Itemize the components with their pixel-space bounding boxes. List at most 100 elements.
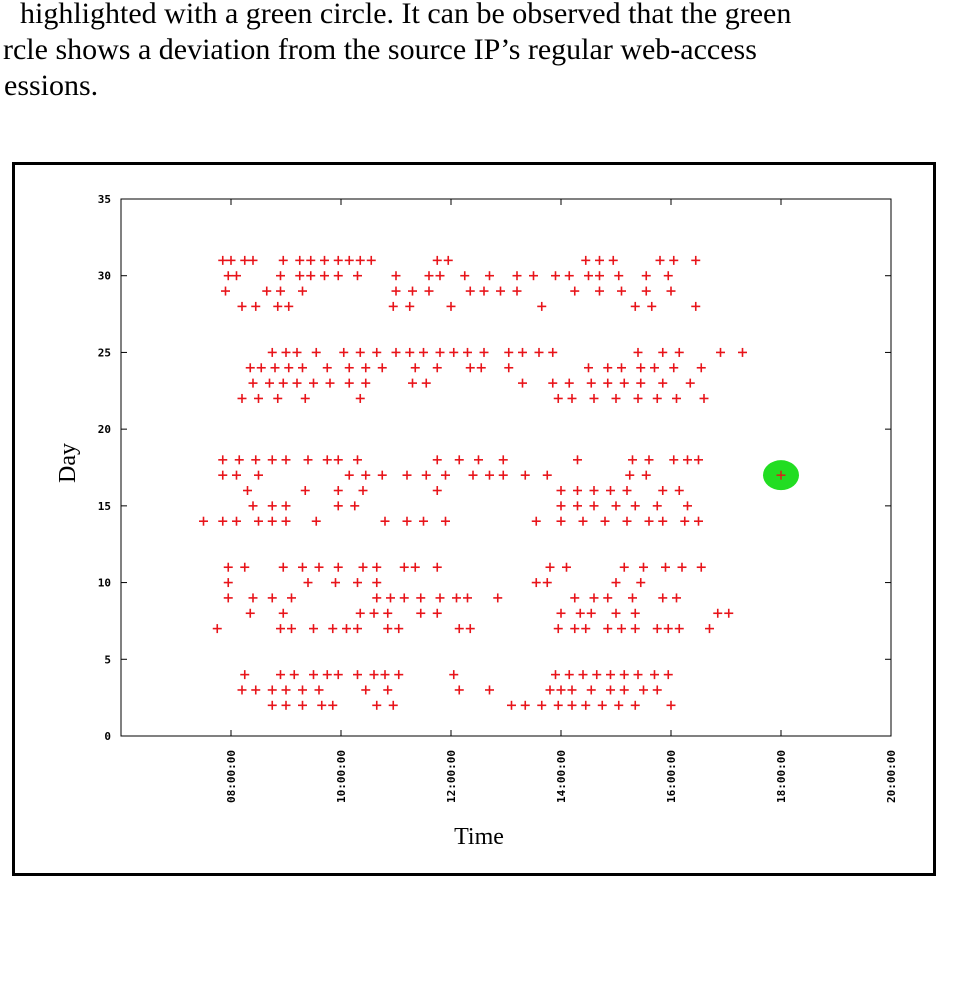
data-point <box>564 271 574 281</box>
x-tick-label: 20:00:00 <box>885 750 898 803</box>
data-point <box>537 700 547 710</box>
data-point <box>278 562 288 572</box>
data-point <box>303 455 313 465</box>
data-point <box>402 516 412 526</box>
data-point <box>399 593 409 603</box>
data-point <box>485 271 494 281</box>
data-point <box>281 516 291 526</box>
data-point <box>578 670 588 680</box>
data-point <box>655 255 665 265</box>
data-point <box>416 608 426 618</box>
data-point <box>518 347 527 357</box>
data-point <box>699 393 709 403</box>
data-point <box>465 286 475 296</box>
data-point <box>221 286 230 296</box>
data-point <box>606 486 615 496</box>
data-point <box>595 255 604 265</box>
caption-text: highlighted with a green circle. It can … <box>0 0 962 104</box>
data-point <box>683 501 692 511</box>
data-point <box>405 301 415 311</box>
data-point <box>432 255 442 265</box>
data-point <box>512 271 522 281</box>
data-point <box>410 363 420 373</box>
data-point <box>674 347 684 357</box>
x-tick-label: 10:00:00 <box>335 750 348 803</box>
data-point <box>564 670 574 680</box>
data-point <box>306 255 316 265</box>
data-point <box>267 685 277 695</box>
data-point <box>639 562 648 572</box>
data-point <box>617 286 626 296</box>
data-point <box>223 562 233 572</box>
data-point <box>603 593 613 603</box>
data-point <box>713 608 723 618</box>
y-tick-label: 5 <box>104 653 111 666</box>
data-point <box>298 562 307 572</box>
data-point <box>564 378 574 388</box>
data-point <box>449 347 459 357</box>
data-point <box>276 670 285 680</box>
data-point <box>531 578 541 588</box>
data-point <box>614 700 624 710</box>
data-point <box>377 363 387 373</box>
data-point <box>314 685 324 695</box>
data-point <box>669 455 679 465</box>
data-point <box>333 670 343 680</box>
data-point <box>344 470 354 480</box>
data-point <box>603 363 613 373</box>
data-point <box>586 378 596 388</box>
data-point <box>303 578 313 588</box>
data-point <box>267 593 277 603</box>
data-point <box>328 700 338 710</box>
data-point <box>366 255 376 265</box>
data-point <box>556 608 566 618</box>
data-point <box>507 700 516 710</box>
data-point <box>243 486 252 496</box>
x-tick-label: 16:00:00 <box>665 750 678 803</box>
data-point <box>603 378 613 388</box>
data-point <box>342 624 351 634</box>
y-tick-label: 20 <box>98 423 111 436</box>
data-point <box>663 271 673 281</box>
y-tick-label: 15 <box>98 500 111 513</box>
data-point <box>388 301 398 311</box>
data-point <box>278 608 288 618</box>
data-point <box>281 347 291 357</box>
data-point <box>223 593 233 603</box>
data-point <box>573 501 582 511</box>
data-point <box>636 578 646 588</box>
data-point <box>405 347 415 357</box>
data-point <box>650 363 659 373</box>
data-point <box>273 393 283 403</box>
data-point <box>630 301 640 311</box>
data-point <box>383 685 393 695</box>
data-point <box>314 562 324 572</box>
data-point <box>322 455 332 465</box>
anomaly-highlight <box>763 460 799 491</box>
data-point <box>300 393 310 403</box>
data-point <box>248 378 258 388</box>
data-point <box>287 624 296 634</box>
data-point <box>674 486 684 496</box>
data-point <box>465 624 475 634</box>
data-point <box>611 608 621 618</box>
data-point <box>419 347 428 357</box>
data-point <box>666 700 676 710</box>
data-point <box>650 670 659 680</box>
data-point <box>369 608 379 618</box>
data-point <box>251 301 261 311</box>
data-point <box>633 347 643 357</box>
data-point <box>581 255 591 265</box>
data-point <box>578 516 588 526</box>
data-point <box>380 670 390 680</box>
data-point <box>658 516 668 526</box>
data-point <box>355 347 365 357</box>
data-point <box>199 516 208 526</box>
data-point <box>672 393 681 403</box>
data-point <box>658 593 668 603</box>
data-point <box>295 255 305 265</box>
data-point <box>446 301 456 311</box>
data-point <box>592 670 602 680</box>
data-point <box>265 378 274 388</box>
data-point <box>402 470 412 480</box>
